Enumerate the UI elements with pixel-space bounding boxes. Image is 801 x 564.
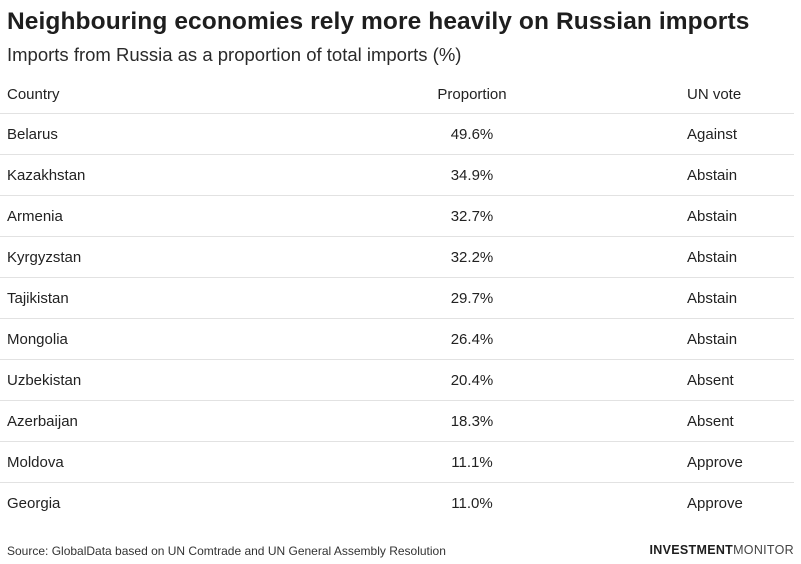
cell-un-vote: Absent xyxy=(687,400,794,442)
cell-proportion: 20.4% xyxy=(347,359,687,401)
chart-title: Neighbouring economies rely more heavily… xyxy=(7,8,750,35)
cell-country: Armenia xyxy=(0,195,347,237)
cell-un-vote: Abstain xyxy=(687,236,794,278)
column-header-country: Country xyxy=(0,76,347,114)
cell-proportion: 26.4% xyxy=(347,318,687,360)
cell-proportion: 11.1% xyxy=(347,441,687,483)
column-header-proportion: Proportion xyxy=(347,76,687,114)
cell-country: Georgia xyxy=(7,494,61,512)
table-row: Mongolia 26.4% Abstain xyxy=(0,318,794,360)
chart-subtitle: Imports from Russia as a proportion of t… xyxy=(7,44,462,65)
table-row: Tajikistan 29.7% Abstain xyxy=(0,277,794,319)
table-row: Kyrgyzstan 32.2% Abstain xyxy=(0,236,794,278)
cell-country: Kazakhstan xyxy=(0,154,347,196)
cell-un-vote: Approve xyxy=(687,441,794,483)
cell-proportion: 18.3% xyxy=(347,400,687,442)
table-row: Moldova 11.1% Approve xyxy=(0,441,794,483)
cell-country: Tajikistan xyxy=(0,277,347,319)
cell-country: Kyrgyzstan xyxy=(0,236,347,278)
cell-proportion: 49.6% xyxy=(347,113,687,155)
table-header-row: Country Proportion UN vote xyxy=(0,76,794,114)
cell-un-vote: Absent xyxy=(687,359,794,401)
table-row: Belarus 49.6% Against xyxy=(0,113,794,155)
cell-proportion: 32.7% xyxy=(347,195,687,237)
table-row: Armenia 32.7% Abstain xyxy=(0,195,794,237)
table-body: Belarus 49.6% Against Kazakhstan 34.9% Abstai… xyxy=(0,113,794,524)
cell-un-vote: Against xyxy=(687,113,794,155)
cell-proportion: 34.9% xyxy=(347,154,687,196)
cell-proportion: 11.0% xyxy=(451,494,493,512)
table-row: Azerbaijan 18.3% Absent xyxy=(0,400,794,442)
cell-proportion: 32.2% xyxy=(347,236,687,278)
table-row: Georgia 11.0% Approve xyxy=(0,483,794,524)
source-note: Source: GlobalData based on UN Comtrade … xyxy=(7,544,446,558)
logo-text-light: MONITOR xyxy=(733,543,794,557)
cell-un-vote: Abstain xyxy=(687,195,794,237)
cell-un-vote: Abstain xyxy=(687,154,794,196)
cell-country: Mongolia xyxy=(0,318,347,360)
logo-text-bold: INVESTMENT xyxy=(649,543,734,557)
cell-un-vote: Abstain xyxy=(687,318,794,360)
table-row: Uzbekistan 20.4% Absent xyxy=(0,359,794,401)
cell-country: Moldova xyxy=(0,441,347,483)
cell-un-vote: Abstain xyxy=(687,277,794,319)
brand-logo: INVESTMENTMONITOR xyxy=(650,543,794,557)
cell-un-vote: Approve xyxy=(687,494,743,512)
cell-country: Azerbaijan xyxy=(0,400,347,442)
cell-proportion: 29.7% xyxy=(347,277,687,319)
cell-country: Belarus xyxy=(0,113,347,155)
column-header-un-vote: UN vote xyxy=(687,76,794,114)
cell-country: Uzbekistan xyxy=(0,359,347,401)
data-table: Country Proportion UN vote Belarus 49.6% A… xyxy=(0,76,794,523)
table-row: Kazakhstan 34.9% Abstain xyxy=(0,154,794,196)
